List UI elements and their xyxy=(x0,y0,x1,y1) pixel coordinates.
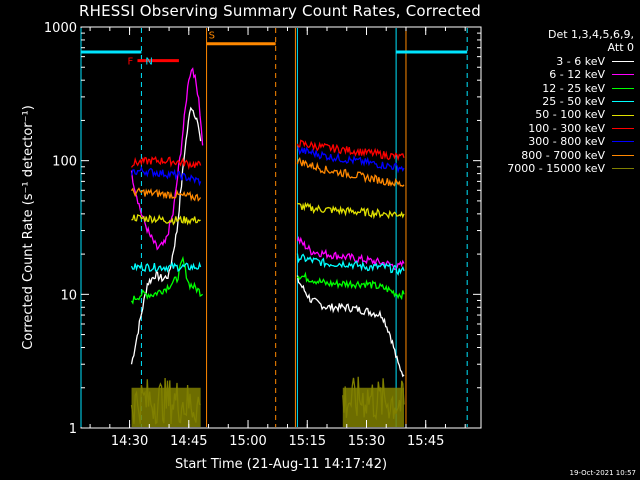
flag-label-F: F xyxy=(127,57,133,68)
footer-timestamp: 19-Oct-2021 10:57 xyxy=(569,469,636,477)
x-tick-label-5: 15:45 xyxy=(407,434,444,449)
legend-entry: 50 - 100 keV xyxy=(507,108,634,121)
series-line-4-0 xyxy=(131,214,201,226)
series-line-5-0 xyxy=(130,155,202,170)
legend-entry: 800 - 7000 keV xyxy=(507,149,634,162)
legend-entry-label: 6 - 12 keV xyxy=(549,68,605,82)
legend-entry-label: 50 - 100 keV xyxy=(535,108,605,122)
legend-entry-label: 7000 - 15000 keV xyxy=(507,162,605,176)
series-line-0-1 xyxy=(296,275,405,378)
series-line-7-0 xyxy=(130,187,202,202)
legend-entry: 12 - 25 keV xyxy=(507,82,634,95)
series-line-6-1 xyxy=(297,146,405,174)
series-line-2-0 xyxy=(130,255,204,305)
legend-entry: 300 - 800 keV xyxy=(507,135,634,148)
legend-header-1: Det 1,3,4,5,6,9, xyxy=(547,28,634,41)
series-line-5-1 xyxy=(296,139,405,162)
flag-label-S: S xyxy=(209,31,215,42)
y-tick-label-1: 10 xyxy=(60,288,77,303)
y-tick-label-2: 100 xyxy=(52,155,77,170)
legend-entry-label: 3 - 6 keV xyxy=(556,54,605,68)
legend-entry: 25 - 50 keV xyxy=(507,95,634,108)
legend-entry: 3 - 6 keV xyxy=(507,55,634,68)
legend: Det 1,3,4,5,6,9, Att 0 3 - 6 keV 6 - 12 k… xyxy=(507,28,634,175)
legend-entry-label: 800 - 7000 keV xyxy=(521,148,605,162)
legend-entry: 6 - 12 keV xyxy=(507,68,634,81)
legend-entry: 100 - 300 keV xyxy=(507,122,634,135)
legend-swatch xyxy=(612,168,634,170)
y-tick-label-0: 1 xyxy=(69,422,77,437)
series-line-3-1 xyxy=(296,253,405,277)
legend-swatch xyxy=(612,61,634,63)
legend-entry-label: 100 - 300 keV xyxy=(528,121,605,135)
y-tick-label-3: 1000 xyxy=(44,21,77,36)
x-tick-label-0: 14:30 xyxy=(111,434,148,449)
series-line-4-1 xyxy=(297,201,405,220)
series-line-7-1 xyxy=(296,157,405,188)
x-axis-label: Start Time (21-Aug-11 14:17:42) xyxy=(175,457,387,472)
legend-swatch xyxy=(612,114,634,116)
x-tick-label-2: 15:00 xyxy=(229,434,266,449)
series-line-1-1 xyxy=(296,235,405,270)
x-tick-label-4: 15:30 xyxy=(348,434,385,449)
legend-entry-label: 12 - 25 keV xyxy=(542,81,605,95)
legend-swatch xyxy=(612,87,634,89)
legend-entry-label: 25 - 50 keV xyxy=(542,95,605,109)
chart-title: RHESSI Observing Summary Count Rates, Co… xyxy=(78,2,481,20)
legend-swatch xyxy=(612,101,634,103)
legend-swatch xyxy=(612,141,634,143)
legend-header-2: Att 0 xyxy=(607,41,634,55)
legend-swatch xyxy=(612,74,634,76)
legend-swatch xyxy=(612,128,634,130)
x-tick-label-1: 14:45 xyxy=(170,434,207,449)
flag-label-N: N xyxy=(145,57,152,68)
series-band-0 xyxy=(131,387,201,427)
series-line-3-0 xyxy=(130,261,202,274)
legend-entry: 7000 - 15000 keV xyxy=(507,162,634,175)
x-tick-label-3: 15:15 xyxy=(289,434,326,449)
series-line-6-0 xyxy=(130,165,202,187)
series-band-1 xyxy=(342,387,405,427)
legend-swatch xyxy=(612,154,634,156)
y-axis-label: Corrected Count Rate (s⁻¹ detector⁻¹) xyxy=(21,105,36,350)
series-line-0-0 xyxy=(130,106,202,365)
legend-entry-label: 300 - 800 keV xyxy=(528,135,605,149)
series-line-2-1 xyxy=(296,271,405,301)
